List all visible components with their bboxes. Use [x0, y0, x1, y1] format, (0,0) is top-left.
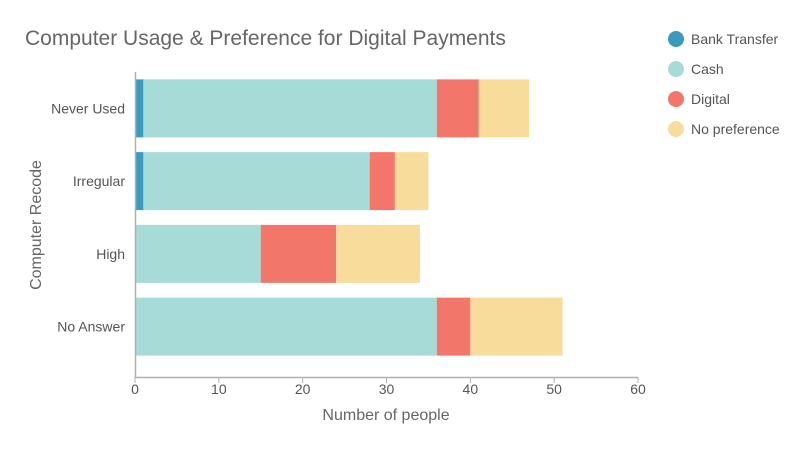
bar-digital-high — [260, 224, 337, 283]
legend-swatch — [668, 61, 684, 77]
legend-item[interactable]: Cash — [668, 54, 798, 84]
y-axis-title: Computer Recode — [28, 160, 45, 290]
bar-no-preference-irregular — [394, 152, 429, 211]
y-ticks-group: Never Used Irregular High No Answer — [51, 100, 125, 334]
x-tick-label: 40 — [463, 381, 479, 397]
bar-cash-irregular — [143, 152, 370, 211]
bar-digital-never-used — [436, 79, 479, 138]
legend-label: No preference — [691, 121, 780, 137]
x-tick-label: 60 — [630, 381, 646, 397]
y-tick-label: High — [96, 246, 125, 262]
legend-item[interactable]: Digital — [668, 84, 798, 114]
bar-bank-transfer-irregular — [135, 152, 144, 211]
legend-swatch — [668, 121, 684, 137]
x-ticks-group: 0 10 20 30 40 50 60 — [131, 377, 646, 397]
legend-swatch — [668, 31, 684, 47]
legend-label: Cash — [691, 61, 724, 77]
y-tick-label: Irregular — [73, 173, 125, 189]
x-tick-label: 30 — [379, 381, 395, 397]
bar-cash-high — [135, 224, 261, 283]
legend-label: Digital — [691, 91, 730, 107]
legend-item[interactable]: Bank Transfer — [668, 24, 798, 54]
bars-group — [135, 79, 563, 356]
bar-bank-transfer-never-used — [135, 79, 144, 138]
legend: Bank Transfer Cash Digital No preference — [668, 24, 798, 144]
bar-no-preference-high — [336, 224, 421, 283]
legend-swatch — [668, 91, 684, 107]
x-tick-label: 0 — [131, 381, 139, 397]
bar-cash-never-used — [143, 79, 437, 138]
y-tick-label: No Answer — [57, 319, 125, 335]
x-tick-label: 50 — [546, 381, 562, 397]
y-tick-label: Never Used — [51, 100, 125, 116]
legend-label: Bank Transfer — [691, 31, 779, 47]
legend-item[interactable]: No preference — [668, 114, 798, 144]
bar-no-preference-no-answer — [470, 297, 563, 356]
x-tick-label: 10 — [211, 381, 227, 397]
bar-cash-no-answer — [135, 297, 437, 356]
x-tick-label: 20 — [295, 381, 311, 397]
bar-digital-irregular — [369, 152, 395, 211]
chart-title: Computer Usage & Preference for Digital … — [25, 27, 506, 50]
x-axis-title: Number of people — [322, 407, 449, 424]
bar-no-preference-never-used — [478, 79, 530, 138]
bar-digital-no-answer — [436, 297, 471, 356]
